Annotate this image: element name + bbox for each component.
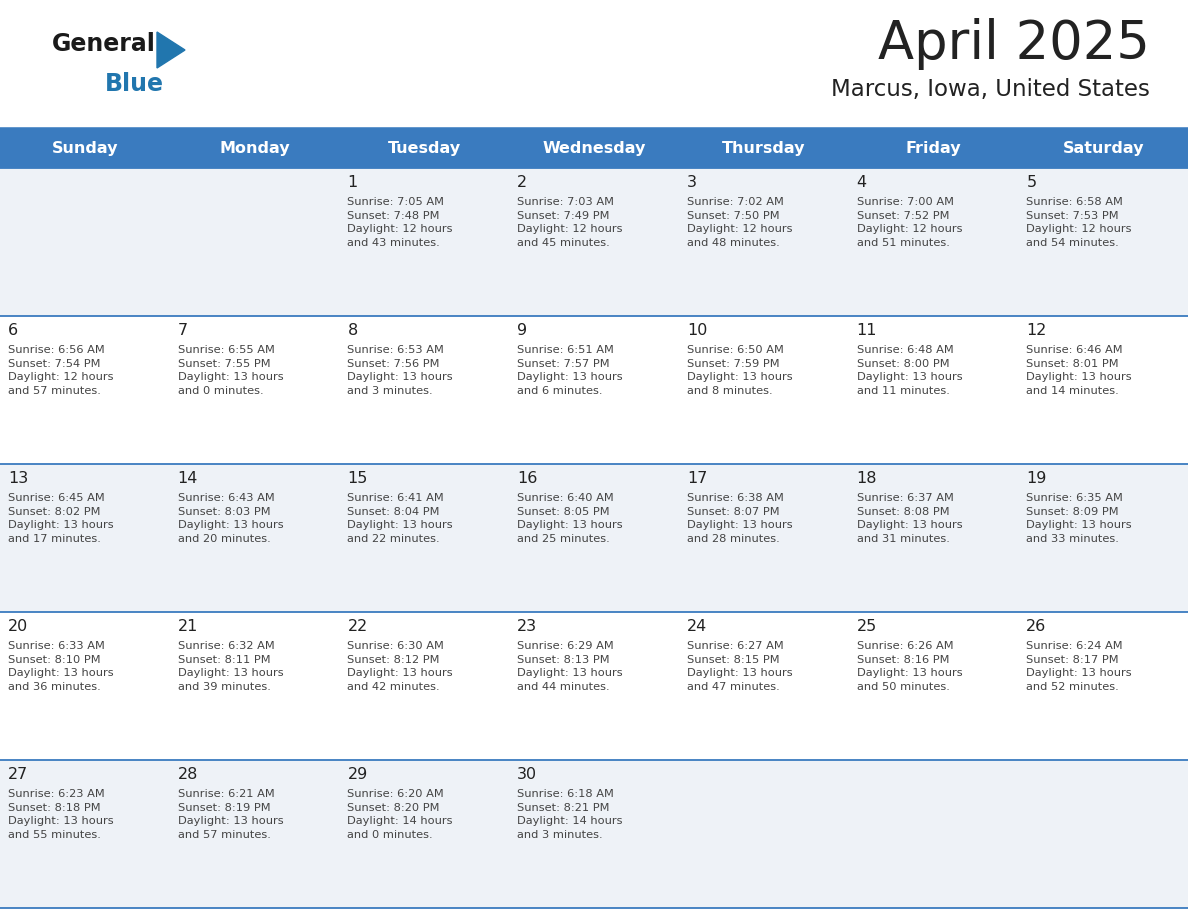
Text: Sunrise: 6:50 AM
Sunset: 7:59 PM
Daylight: 13 hours
and 8 minutes.: Sunrise: 6:50 AM Sunset: 7:59 PM Dayligh… — [687, 345, 792, 396]
Text: 8: 8 — [347, 323, 358, 338]
Text: 24: 24 — [687, 619, 707, 634]
Text: Sunrise: 6:27 AM
Sunset: 8:15 PM
Daylight: 13 hours
and 47 minutes.: Sunrise: 6:27 AM Sunset: 8:15 PM Dayligh… — [687, 641, 792, 692]
Text: 22: 22 — [347, 619, 367, 634]
Text: 30: 30 — [517, 767, 537, 782]
Text: 29: 29 — [347, 767, 367, 782]
Text: Tuesday: Tuesday — [387, 141, 461, 156]
Text: 21: 21 — [178, 619, 198, 634]
Text: Sunrise: 6:41 AM
Sunset: 8:04 PM
Daylight: 13 hours
and 22 minutes.: Sunrise: 6:41 AM Sunset: 8:04 PM Dayligh… — [347, 493, 453, 543]
Text: Sunrise: 6:51 AM
Sunset: 7:57 PM
Daylight: 13 hours
and 6 minutes.: Sunrise: 6:51 AM Sunset: 7:57 PM Dayligh… — [517, 345, 623, 396]
Text: Sunrise: 6:43 AM
Sunset: 8:03 PM
Daylight: 13 hours
and 20 minutes.: Sunrise: 6:43 AM Sunset: 8:03 PM Dayligh… — [178, 493, 284, 543]
Text: 26: 26 — [1026, 619, 1047, 634]
Text: April 2025: April 2025 — [878, 18, 1150, 70]
Text: Monday: Monday — [220, 141, 290, 156]
Text: Sunrise: 6:37 AM
Sunset: 8:08 PM
Daylight: 13 hours
and 31 minutes.: Sunrise: 6:37 AM Sunset: 8:08 PM Dayligh… — [857, 493, 962, 543]
Text: 13: 13 — [8, 471, 29, 486]
Text: Friday: Friday — [905, 141, 961, 156]
Text: 10: 10 — [687, 323, 707, 338]
Text: Sunrise: 6:56 AM
Sunset: 7:54 PM
Daylight: 12 hours
and 57 minutes.: Sunrise: 6:56 AM Sunset: 7:54 PM Dayligh… — [8, 345, 114, 396]
Bar — [0, 130, 1188, 168]
Bar — [0, 168, 1188, 316]
Text: Sunrise: 6:33 AM
Sunset: 8:10 PM
Daylight: 13 hours
and 36 minutes.: Sunrise: 6:33 AM Sunset: 8:10 PM Dayligh… — [8, 641, 114, 692]
Text: Sunrise: 6:26 AM
Sunset: 8:16 PM
Daylight: 13 hours
and 50 minutes.: Sunrise: 6:26 AM Sunset: 8:16 PM Dayligh… — [857, 641, 962, 692]
Text: 28: 28 — [178, 767, 198, 782]
Text: General: General — [52, 32, 156, 56]
Text: Sunrise: 7:00 AM
Sunset: 7:52 PM
Daylight: 12 hours
and 51 minutes.: Sunrise: 7:00 AM Sunset: 7:52 PM Dayligh… — [857, 197, 962, 248]
Text: Sunrise: 6:32 AM
Sunset: 8:11 PM
Daylight: 13 hours
and 39 minutes.: Sunrise: 6:32 AM Sunset: 8:11 PM Dayligh… — [178, 641, 284, 692]
Text: Sunrise: 6:40 AM
Sunset: 8:05 PM
Daylight: 13 hours
and 25 minutes.: Sunrise: 6:40 AM Sunset: 8:05 PM Dayligh… — [517, 493, 623, 543]
Text: Sunrise: 6:45 AM
Sunset: 8:02 PM
Daylight: 13 hours
and 17 minutes.: Sunrise: 6:45 AM Sunset: 8:02 PM Dayligh… — [8, 493, 114, 543]
Bar — [0, 760, 1188, 908]
Text: 11: 11 — [857, 323, 877, 338]
Text: 12: 12 — [1026, 323, 1047, 338]
Text: Sunrise: 6:58 AM
Sunset: 7:53 PM
Daylight: 12 hours
and 54 minutes.: Sunrise: 6:58 AM Sunset: 7:53 PM Dayligh… — [1026, 197, 1132, 248]
Text: Sunrise: 6:23 AM
Sunset: 8:18 PM
Daylight: 13 hours
and 55 minutes.: Sunrise: 6:23 AM Sunset: 8:18 PM Dayligh… — [8, 789, 114, 840]
Text: 6: 6 — [8, 323, 18, 338]
Text: Sunrise: 6:20 AM
Sunset: 8:20 PM
Daylight: 14 hours
and 0 minutes.: Sunrise: 6:20 AM Sunset: 8:20 PM Dayligh… — [347, 789, 453, 840]
Text: Marcus, Iowa, United States: Marcus, Iowa, United States — [832, 78, 1150, 101]
Text: 14: 14 — [178, 471, 198, 486]
Text: Sunrise: 6:24 AM
Sunset: 8:17 PM
Daylight: 13 hours
and 52 minutes.: Sunrise: 6:24 AM Sunset: 8:17 PM Dayligh… — [1026, 641, 1132, 692]
Text: Blue: Blue — [105, 72, 164, 96]
Text: Sunrise: 6:35 AM
Sunset: 8:09 PM
Daylight: 13 hours
and 33 minutes.: Sunrise: 6:35 AM Sunset: 8:09 PM Dayligh… — [1026, 493, 1132, 543]
Text: Sunrise: 7:02 AM
Sunset: 7:50 PM
Daylight: 12 hours
and 48 minutes.: Sunrise: 7:02 AM Sunset: 7:50 PM Dayligh… — [687, 197, 792, 248]
Bar — [0, 612, 1188, 760]
Text: 16: 16 — [517, 471, 537, 486]
Text: Sunrise: 6:48 AM
Sunset: 8:00 PM
Daylight: 13 hours
and 11 minutes.: Sunrise: 6:48 AM Sunset: 8:00 PM Dayligh… — [857, 345, 962, 396]
Text: Sunrise: 6:55 AM
Sunset: 7:55 PM
Daylight: 13 hours
and 0 minutes.: Sunrise: 6:55 AM Sunset: 7:55 PM Dayligh… — [178, 345, 284, 396]
Text: 4: 4 — [857, 175, 867, 190]
Text: Wednesday: Wednesday — [542, 141, 646, 156]
Polygon shape — [157, 32, 185, 68]
Text: 9: 9 — [517, 323, 527, 338]
Text: 23: 23 — [517, 619, 537, 634]
Text: 7: 7 — [178, 323, 188, 338]
Text: Sunrise: 6:29 AM
Sunset: 8:13 PM
Daylight: 13 hours
and 44 minutes.: Sunrise: 6:29 AM Sunset: 8:13 PM Dayligh… — [517, 641, 623, 692]
Text: Sunrise: 6:18 AM
Sunset: 8:21 PM
Daylight: 14 hours
and 3 minutes.: Sunrise: 6:18 AM Sunset: 8:21 PM Dayligh… — [517, 789, 623, 840]
Text: 15: 15 — [347, 471, 368, 486]
Text: 18: 18 — [857, 471, 877, 486]
Text: 17: 17 — [687, 471, 707, 486]
Text: Sunrise: 7:05 AM
Sunset: 7:48 PM
Daylight: 12 hours
and 43 minutes.: Sunrise: 7:05 AM Sunset: 7:48 PM Dayligh… — [347, 197, 453, 248]
Text: 19: 19 — [1026, 471, 1047, 486]
Text: Sunrise: 6:21 AM
Sunset: 8:19 PM
Daylight: 13 hours
and 57 minutes.: Sunrise: 6:21 AM Sunset: 8:19 PM Dayligh… — [178, 789, 284, 840]
Text: Sunrise: 6:53 AM
Sunset: 7:56 PM
Daylight: 13 hours
and 3 minutes.: Sunrise: 6:53 AM Sunset: 7:56 PM Dayligh… — [347, 345, 453, 396]
Text: 3: 3 — [687, 175, 697, 190]
Text: 20: 20 — [8, 619, 29, 634]
Text: Sunrise: 6:38 AM
Sunset: 8:07 PM
Daylight: 13 hours
and 28 minutes.: Sunrise: 6:38 AM Sunset: 8:07 PM Dayligh… — [687, 493, 792, 543]
Text: 2: 2 — [517, 175, 527, 190]
Text: Sunday: Sunday — [51, 141, 118, 156]
Text: Sunrise: 7:03 AM
Sunset: 7:49 PM
Daylight: 12 hours
and 45 minutes.: Sunrise: 7:03 AM Sunset: 7:49 PM Dayligh… — [517, 197, 623, 248]
Text: 1: 1 — [347, 175, 358, 190]
Bar — [0, 464, 1188, 612]
Text: 27: 27 — [8, 767, 29, 782]
Text: Sunrise: 6:46 AM
Sunset: 8:01 PM
Daylight: 13 hours
and 14 minutes.: Sunrise: 6:46 AM Sunset: 8:01 PM Dayligh… — [1026, 345, 1132, 396]
Text: 25: 25 — [857, 619, 877, 634]
Text: Sunrise: 6:30 AM
Sunset: 8:12 PM
Daylight: 13 hours
and 42 minutes.: Sunrise: 6:30 AM Sunset: 8:12 PM Dayligh… — [347, 641, 453, 692]
Text: 5: 5 — [1026, 175, 1036, 190]
Text: Saturday: Saturday — [1062, 141, 1144, 156]
Bar — [0, 316, 1188, 464]
Text: Thursday: Thursday — [722, 141, 805, 156]
